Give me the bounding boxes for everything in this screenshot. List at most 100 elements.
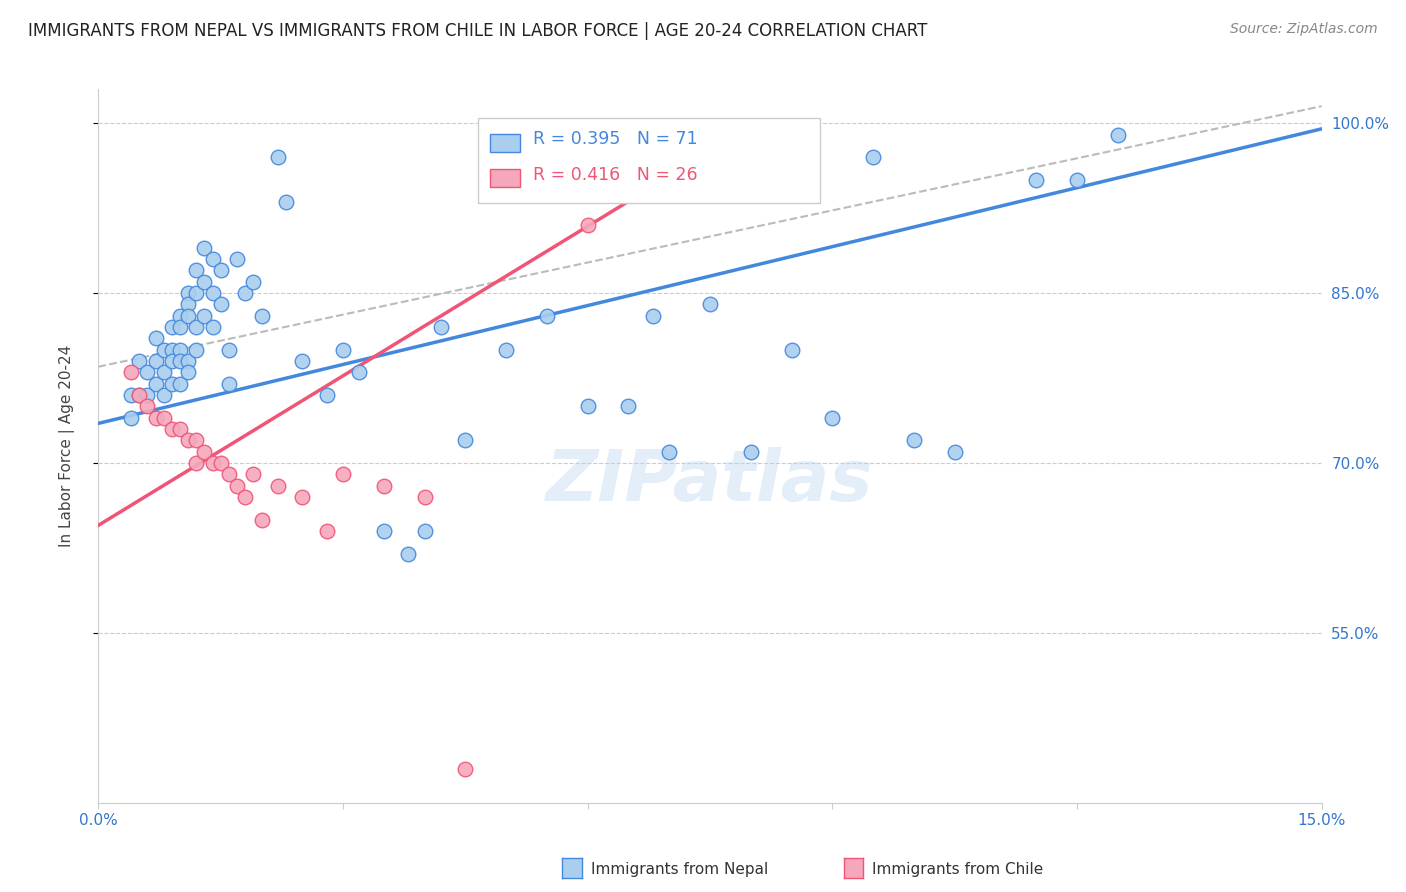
Point — [169, 354, 191, 368]
Point — [160, 422, 183, 436]
Text: Source: ZipAtlas.com: Source: ZipAtlas.com — [1230, 22, 1378, 37]
Point — [128, 354, 150, 368]
Point — [177, 354, 200, 368]
Point — [218, 343, 240, 357]
Point — [169, 422, 191, 436]
Point — [193, 309, 215, 323]
FancyBboxPatch shape — [489, 169, 520, 187]
Point — [233, 286, 256, 301]
Text: Immigrants from Nepal: Immigrants from Nepal — [591, 863, 768, 877]
Point — [780, 343, 803, 357]
Point — [186, 286, 208, 301]
Point — [169, 343, 191, 357]
Point — [120, 365, 142, 379]
Point — [209, 456, 232, 470]
Point — [152, 343, 174, 357]
FancyBboxPatch shape — [489, 134, 520, 152]
Point — [201, 456, 224, 470]
Point — [226, 252, 249, 266]
Point — [218, 467, 240, 482]
Point — [218, 376, 240, 391]
Point — [943, 444, 966, 458]
Point — [128, 388, 150, 402]
Point — [193, 275, 215, 289]
Text: R = 0.416   N = 26: R = 0.416 N = 26 — [533, 166, 697, 184]
Point — [373, 478, 395, 492]
Point — [332, 467, 354, 482]
Point — [145, 410, 167, 425]
Point — [186, 320, 208, 334]
Point — [160, 376, 183, 391]
Point — [136, 365, 159, 379]
Point — [152, 388, 174, 402]
Point — [454, 762, 477, 776]
Point — [209, 297, 232, 311]
Point — [233, 490, 256, 504]
Point — [349, 365, 371, 379]
Point — [821, 410, 844, 425]
Point — [413, 490, 436, 504]
Point — [201, 252, 224, 266]
Point — [186, 434, 208, 448]
Point — [576, 400, 599, 414]
Point — [274, 195, 297, 210]
Point — [699, 297, 721, 311]
Point — [267, 150, 290, 164]
Point — [373, 524, 395, 538]
Text: IMMIGRANTS FROM NEPAL VS IMMIGRANTS FROM CHILE IN LABOR FORCE | AGE 20-24 CORREL: IMMIGRANTS FROM NEPAL VS IMMIGRANTS FROM… — [28, 22, 928, 40]
Point — [152, 410, 174, 425]
Point — [209, 263, 232, 277]
Point — [226, 478, 249, 492]
Point — [136, 400, 159, 414]
Point — [1066, 173, 1088, 187]
Point — [430, 320, 453, 334]
Point — [136, 388, 159, 402]
Y-axis label: In Labor Force | Age 20-24: In Labor Force | Age 20-24 — [59, 345, 75, 547]
Point — [177, 297, 200, 311]
Point — [267, 478, 290, 492]
Point — [160, 343, 183, 357]
Point — [903, 434, 925, 448]
Point — [641, 309, 664, 323]
Point — [128, 388, 150, 402]
Point — [862, 150, 884, 164]
Point — [186, 263, 208, 277]
Point — [201, 286, 224, 301]
Point — [186, 456, 208, 470]
Point — [413, 524, 436, 538]
Point — [177, 309, 200, 323]
Point — [177, 434, 200, 448]
Point — [120, 388, 142, 402]
Point — [495, 343, 517, 357]
Point — [145, 331, 167, 345]
Point — [617, 400, 640, 414]
Point — [291, 490, 314, 504]
Point — [120, 410, 142, 425]
Point — [145, 376, 167, 391]
Point — [160, 320, 183, 334]
Point — [193, 444, 215, 458]
Point — [315, 388, 337, 402]
Point — [169, 376, 191, 391]
Point — [177, 365, 200, 379]
Point — [169, 320, 191, 334]
Point — [291, 354, 314, 368]
Text: Immigrants from Chile: Immigrants from Chile — [872, 863, 1043, 877]
FancyBboxPatch shape — [478, 118, 820, 203]
Point — [740, 444, 762, 458]
Point — [454, 434, 477, 448]
Point — [1025, 173, 1047, 187]
Point — [186, 343, 208, 357]
Point — [160, 354, 183, 368]
Point — [1107, 128, 1129, 142]
Point — [242, 467, 264, 482]
Point — [152, 365, 174, 379]
Point — [315, 524, 337, 538]
Point — [536, 309, 558, 323]
Point — [332, 343, 354, 357]
Point — [242, 275, 264, 289]
Point — [250, 513, 273, 527]
Point — [193, 241, 215, 255]
Point — [396, 547, 419, 561]
Point — [658, 444, 681, 458]
